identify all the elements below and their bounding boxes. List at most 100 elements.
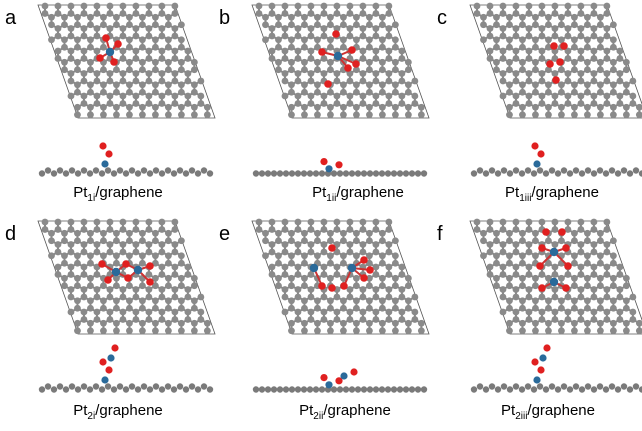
carbon bbox=[616, 286, 623, 293]
carbon bbox=[571, 282, 578, 289]
carbon bbox=[288, 89, 295, 96]
side-carbon bbox=[313, 386, 319, 392]
carbon bbox=[506, 320, 513, 327]
carbon bbox=[584, 111, 591, 118]
carbon bbox=[107, 286, 114, 293]
side-carbon bbox=[183, 170, 189, 176]
side-carbon bbox=[165, 383, 171, 389]
carbon bbox=[126, 237, 133, 244]
carbon bbox=[552, 294, 559, 301]
carbon bbox=[597, 111, 604, 118]
carbon bbox=[81, 226, 88, 233]
carbon bbox=[629, 316, 636, 323]
carbon bbox=[532, 89, 539, 96]
carbon bbox=[55, 10, 62, 17]
carbon bbox=[171, 70, 178, 77]
carbon bbox=[513, 226, 520, 233]
carbon bbox=[159, 48, 166, 55]
carbon bbox=[392, 81, 399, 88]
carbon bbox=[513, 100, 520, 107]
carbon bbox=[139, 81, 146, 88]
carbon bbox=[353, 297, 360, 304]
carbon bbox=[113, 21, 120, 28]
carbon bbox=[360, 48, 367, 55]
carbon bbox=[269, 264, 276, 271]
carbon bbox=[545, 297, 552, 304]
carbon bbox=[405, 66, 412, 73]
carbon bbox=[591, 241, 598, 248]
carbon bbox=[353, 104, 360, 111]
carbon bbox=[295, 309, 302, 316]
carbon bbox=[379, 59, 386, 66]
carbon bbox=[120, 48, 127, 55]
carbon bbox=[191, 282, 198, 289]
carbon bbox=[418, 320, 425, 327]
side-adsorbate bbox=[531, 358, 538, 365]
oxygen bbox=[146, 262, 154, 270]
carbon bbox=[500, 241, 507, 248]
carbon bbox=[256, 226, 263, 233]
carbon bbox=[636, 111, 642, 118]
carbon bbox=[165, 260, 172, 267]
carbon bbox=[418, 327, 425, 334]
carbon bbox=[301, 260, 308, 267]
carbon bbox=[68, 294, 75, 301]
side-adsorbate bbox=[101, 376, 108, 383]
carbon bbox=[597, 89, 604, 96]
carbon bbox=[159, 33, 166, 40]
carbon bbox=[197, 78, 204, 85]
carbon bbox=[87, 282, 94, 289]
carbon bbox=[120, 294, 127, 301]
carbon bbox=[68, 70, 75, 77]
carbon bbox=[288, 104, 295, 111]
carbon bbox=[584, 59, 591, 66]
carbon bbox=[493, 275, 500, 282]
carbon bbox=[405, 320, 412, 327]
carbon bbox=[591, 271, 598, 278]
carbon bbox=[74, 81, 81, 88]
side-adsorbate bbox=[325, 381, 332, 388]
carbon bbox=[340, 104, 347, 111]
side-carbon bbox=[349, 386, 355, 392]
carbon bbox=[597, 297, 604, 304]
carbon bbox=[506, 44, 513, 51]
side-carbon bbox=[483, 386, 489, 392]
carbon bbox=[506, 282, 513, 289]
carbon bbox=[597, 320, 604, 327]
carbon bbox=[347, 241, 354, 248]
carbon bbox=[558, 81, 565, 88]
carbon bbox=[282, 55, 289, 62]
carbon bbox=[584, 66, 591, 73]
carbon bbox=[405, 104, 412, 111]
side-carbon bbox=[331, 386, 337, 392]
carbon bbox=[87, 260, 94, 267]
side-carbon bbox=[385, 170, 391, 176]
carbon bbox=[519, 36, 526, 43]
carbon bbox=[126, 111, 133, 118]
carbon bbox=[578, 241, 585, 248]
carbon bbox=[493, 59, 500, 66]
carbon bbox=[48, 252, 55, 259]
carbon bbox=[152, 237, 159, 244]
carbon bbox=[61, 260, 68, 267]
carbon bbox=[282, 286, 289, 293]
carbon bbox=[178, 66, 185, 73]
carbon bbox=[171, 264, 178, 271]
carbon bbox=[327, 44, 334, 51]
carbon bbox=[353, 237, 360, 244]
carbon bbox=[584, 104, 591, 111]
carbon bbox=[191, 59, 198, 66]
carbon bbox=[493, 44, 500, 51]
carbon bbox=[597, 44, 604, 51]
side-carbon bbox=[295, 386, 301, 392]
carbon bbox=[262, 14, 269, 21]
carbon bbox=[411, 78, 418, 85]
side-carbon bbox=[585, 167, 591, 173]
carbon bbox=[133, 286, 140, 293]
side-carbon bbox=[165, 167, 171, 173]
carbon bbox=[184, 264, 191, 271]
side-carbon bbox=[573, 167, 579, 173]
carbon bbox=[81, 10, 88, 17]
carbon bbox=[191, 104, 198, 111]
carbon bbox=[269, 271, 276, 278]
